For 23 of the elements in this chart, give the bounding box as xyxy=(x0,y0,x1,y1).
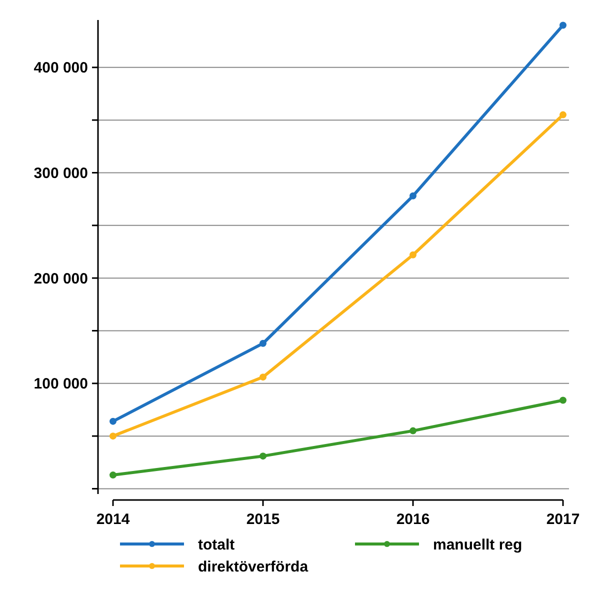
point xyxy=(560,111,566,118)
point xyxy=(260,452,266,460)
point xyxy=(560,22,566,29)
x-tick-label: 2016 xyxy=(396,511,430,528)
point xyxy=(260,374,266,381)
legend-label: direktöverförda xyxy=(198,558,309,576)
legend-label: totalt xyxy=(198,536,235,554)
point xyxy=(110,432,116,440)
point xyxy=(260,340,266,347)
legend-label: manuellt reg xyxy=(433,536,522,554)
x-tick-label: 2017 xyxy=(546,511,580,528)
point xyxy=(560,396,566,404)
y-tick-label: 100 000 xyxy=(34,376,88,393)
x-tick-label: 2015 xyxy=(246,511,280,528)
x-tick-label: 2014 xyxy=(96,511,130,528)
point xyxy=(110,418,116,425)
point xyxy=(110,472,116,479)
point xyxy=(410,192,416,200)
y-tick-label: 300 000 xyxy=(34,164,88,182)
y-tick-label: 400 000 xyxy=(34,60,88,77)
point xyxy=(410,427,416,434)
y-tick-label: 200 000 xyxy=(34,270,88,288)
point xyxy=(410,251,416,258)
